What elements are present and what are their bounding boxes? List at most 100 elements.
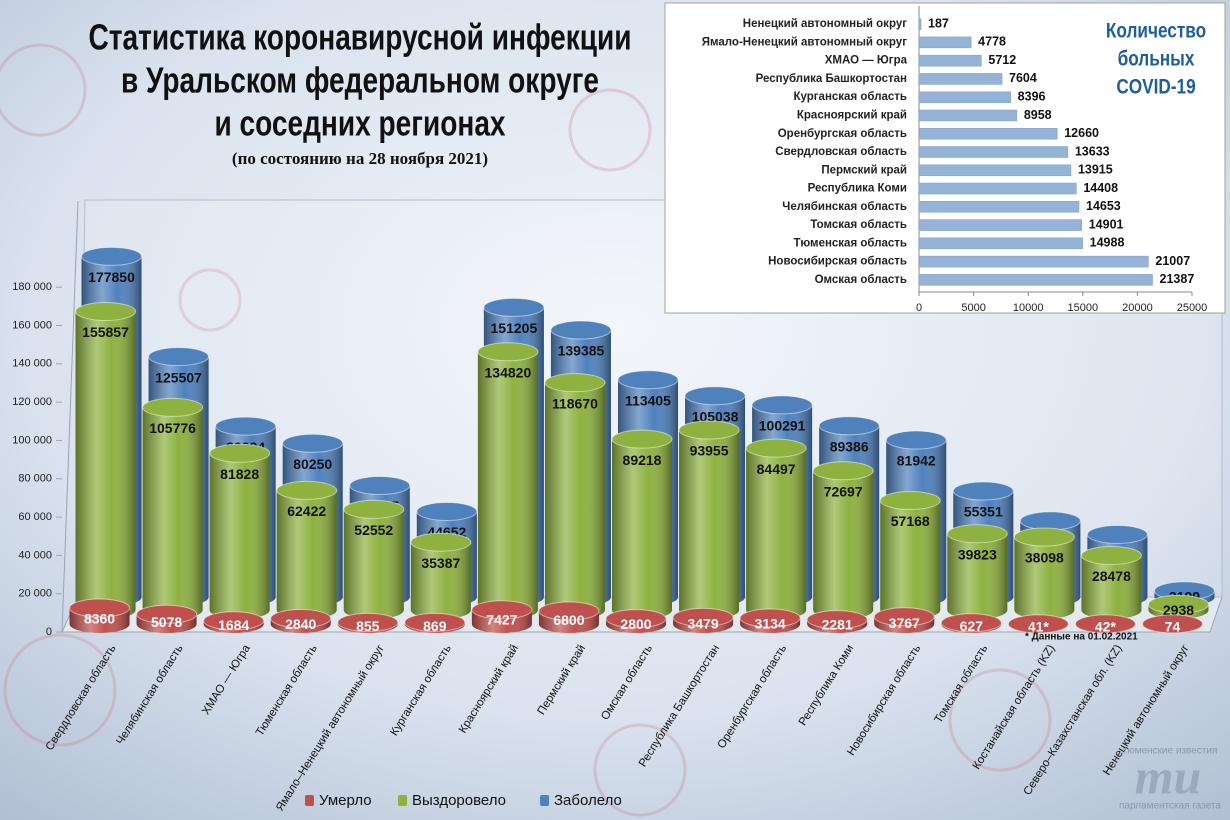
y-tick-label: Свердловская область [775, 146, 907, 158]
y-tick-label: 80 000 [18, 473, 52, 485]
cylinder-shading [880, 500, 941, 619]
cylinder-cap [69, 598, 131, 618]
x-tick-label: 5000 [961, 302, 985, 314]
cylinder-cap [1086, 524, 1148, 544]
data-label: 8360 [84, 611, 115, 627]
cylinder-cap [611, 429, 673, 449]
cylinder-cap [477, 342, 539, 362]
bar [918, 73, 1003, 85]
cylinder-cap [1074, 614, 1136, 634]
data-label: 80250 [293, 456, 332, 472]
cylinder-cap [739, 608, 801, 628]
logo: тюменские известия ти парламентская газе… [1119, 746, 1221, 812]
data-label: 5078 [151, 614, 182, 630]
legend-swatch [398, 795, 407, 806]
y-tick-label: Новосибирская область [768, 256, 907, 268]
data-label: 57168 [891, 513, 930, 529]
data-label: 62422 [287, 503, 326, 519]
cylinder-cap [203, 611, 265, 631]
y-tick-label: ХМАО — Югра [825, 55, 908, 67]
x-tick-label: 0 [916, 302, 922, 314]
cylinder-cap [471, 600, 533, 620]
legend-label: Умерло [319, 792, 372, 809]
data-label: 38098 [1025, 550, 1064, 566]
cylinder-shading [1081, 555, 1142, 619]
legend-swatch [305, 795, 314, 806]
data-label: 14901 [1089, 217, 1124, 231]
cylinder-shading [544, 382, 605, 619]
data-label: 72697 [824, 483, 863, 499]
data-label: 89386 [830, 438, 869, 454]
y-tick-label: 60 000 [18, 511, 52, 523]
cylinder-cap [404, 612, 466, 632]
data-label: 55351 [964, 504, 1003, 520]
data-label: 139385 [558, 343, 605, 359]
bar [918, 54, 982, 67]
cylinder-shading [343, 509, 404, 619]
data-label: 42* [1095, 619, 1117, 635]
cylinder-cap [148, 347, 210, 367]
series: 155857 105776 81828 62422 52552 35387 134820 11… [75, 301, 1209, 619]
cylinder-cap [940, 613, 1002, 633]
cylinder-cap [1019, 511, 1081, 531]
x-tick-label: 25000 [1177, 302, 1208, 314]
data-label: 151205 [491, 320, 538, 336]
data-label: 7604 [1009, 71, 1037, 85]
data-label: 4778 [978, 35, 1006, 49]
y-tick-label: Республика Коми [808, 183, 907, 195]
cylinder-cap [1007, 614, 1069, 634]
chart-title: и соседних регионах [214, 103, 505, 143]
logo-letters: ти [1135, 748, 1202, 804]
inset-title: Количество [1106, 20, 1206, 43]
y-tick-label: Ненецкий автономный округ [743, 18, 907, 30]
bar [918, 182, 1077, 195]
data-label: 187 [928, 16, 949, 30]
chart-subtitle: (по состоянию на 28 ноября 2021) [232, 149, 488, 168]
data-label: 84497 [757, 461, 796, 477]
bar [918, 109, 1018, 122]
data-label: 81942 [897, 453, 936, 469]
data-label: 8396 [1018, 89, 1046, 103]
data-label: 21387 [1160, 272, 1195, 286]
data-label: 28478 [1092, 568, 1131, 584]
y-tick-label: Оренбургская область [778, 128, 907, 140]
data-label: 5712 [988, 53, 1016, 67]
footnote: * Данные на 01.02.2021 [1025, 632, 1138, 643]
data-label: 35387 [421, 555, 460, 571]
cylinder-cap [410, 532, 472, 552]
cylinder-cap [617, 370, 679, 390]
cylinder-cap [952, 481, 1014, 501]
x-tick-label: 15000 [1068, 302, 1099, 314]
bar [918, 255, 1149, 268]
cylinder-cap [684, 386, 746, 406]
chart-title: в Уральском федеральном округе [121, 60, 599, 100]
x-tick-label: 20000 [1122, 302, 1153, 314]
y-tick-label: 120 000 [12, 396, 52, 408]
y-tick-label: Республика Башкортостан [756, 73, 907, 85]
cylinder-shading [1014, 537, 1075, 619]
inset-title: больных [1118, 48, 1195, 71]
cylinder-cap [678, 420, 740, 440]
cylinder-cap [745, 438, 807, 458]
cylinder-cap [343, 499, 405, 519]
y-tick-label: Омская область [815, 274, 907, 286]
data-label: 2281 [822, 617, 853, 633]
cylinder-shading [142, 407, 203, 619]
bar [918, 274, 1153, 286]
data-label: 2840 [285, 616, 316, 632]
y-tick-label: 100 000 [12, 434, 52, 446]
cylinder-cap [544, 373, 606, 393]
cylinder-shading [746, 448, 807, 619]
cylinder-shading [679, 430, 740, 619]
data-label: 89218 [623, 452, 662, 468]
data-label: 14653 [1086, 199, 1121, 213]
cylinder-cap [142, 397, 204, 417]
series: 8360 5078 1684 2840 855 869 7427 6800 2800 3479 31… [69, 598, 1203, 635]
legend-swatch [540, 795, 549, 806]
data-label: 134820 [485, 364, 532, 380]
data-label: 39823 [958, 546, 997, 562]
y-tick-label: Челябинская область [782, 201, 907, 213]
y-tick-label: Красноярский край [797, 109, 907, 121]
